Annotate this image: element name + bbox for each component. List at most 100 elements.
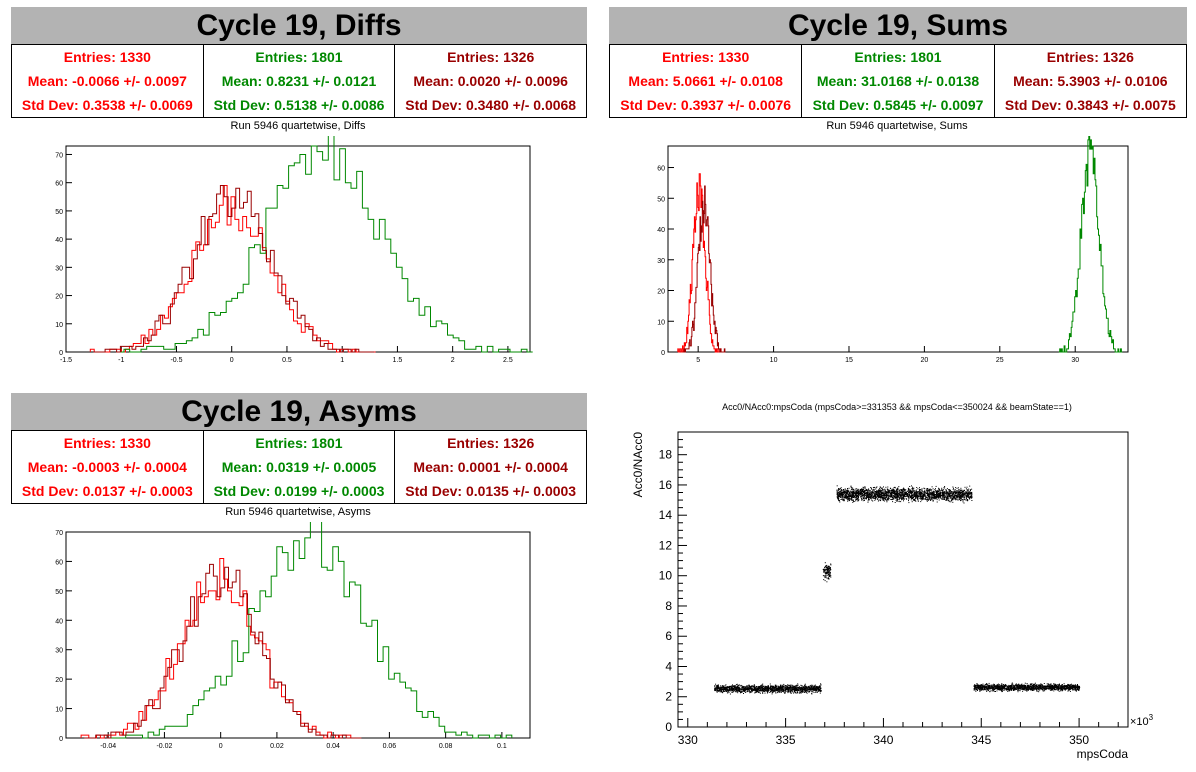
scatter-point — [825, 575, 827, 577]
y-tick-label: 6 — [665, 629, 672, 643]
scatter-point — [776, 688, 778, 690]
scatter-point — [938, 496, 939, 498]
scatter-point — [969, 492, 971, 494]
scatter-point — [924, 498, 926, 500]
scatter-point — [871, 492, 873, 494]
scatter-point — [773, 685, 774, 687]
scatter-point — [950, 501, 952, 503]
scatter-point — [838, 495, 840, 497]
scatter-point — [816, 685, 818, 687]
scatter-point — [814, 684, 816, 686]
scatter-point — [968, 495, 970, 497]
scatter-point — [935, 497, 937, 499]
scatter-point — [738, 687, 739, 689]
scatter-point — [784, 692, 786, 694]
scatter-point — [748, 689, 750, 691]
scatter-point — [1058, 690, 1060, 692]
scatter-point — [966, 500, 968, 502]
scatter-point — [942, 495, 944, 497]
scatter-point — [772, 685, 774, 687]
scatter-point — [875, 487, 877, 489]
scatter-point — [942, 492, 944, 494]
scatter-point — [926, 489, 928, 491]
scatter-point — [895, 490, 897, 492]
stat-mean: Mean: 0.0020 +/- 0.0096 — [413, 73, 568, 89]
scatter-point — [726, 691, 728, 692]
scatter-point — [926, 499, 928, 501]
scatter-point — [726, 690, 728, 692]
histogram-series — [80, 558, 359, 739]
scatter-point — [887, 486, 889, 488]
scatter-point — [950, 497, 952, 499]
scatter-point — [872, 489, 874, 491]
scatter-point — [1067, 690, 1069, 692]
scatter-point — [746, 686, 748, 688]
scatter-point — [766, 686, 768, 688]
scatter-point — [851, 500, 853, 501]
scatter-point — [883, 499, 885, 501]
scatter-point — [916, 493, 918, 495]
scatter-point — [921, 499, 923, 501]
scatter-point — [922, 496, 924, 498]
scatter-point — [894, 498, 896, 499]
scatter-point — [897, 493, 899, 495]
scatter-point — [955, 497, 957, 499]
scatter-point — [823, 568, 825, 570]
scatter-point — [871, 489, 873, 491]
scatter-point — [755, 690, 757, 691]
scatter-point — [896, 497, 898, 499]
scatter-point — [1017, 689, 1019, 691]
scatter-point — [819, 692, 821, 694]
scatter-point — [777, 685, 779, 687]
scatter-point — [1041, 689, 1043, 691]
scatter-point — [1052, 685, 1053, 686]
scatter-point — [754, 688, 756, 690]
scatter-point — [811, 693, 813, 695]
stat-entries: Entries: 1326 — [447, 49, 535, 65]
x-tick-label: 1 — [340, 357, 344, 364]
scatter-point — [869, 496, 871, 498]
scatter-title: Acc0/NAcc0:mpsCoda (mpsCoda>=331353 && m… — [722, 402, 1072, 412]
scatter-point — [842, 492, 844, 494]
scatter-point — [862, 498, 864, 500]
scatter-point — [1000, 687, 1002, 689]
scatter-point — [918, 491, 920, 493]
scatter-point — [986, 690, 988, 692]
y-tick-label: 50 — [55, 589, 63, 596]
scatter-point — [721, 691, 722, 692]
scatter-point — [905, 495, 907, 497]
scatter-point — [928, 494, 930, 496]
scatter-point — [911, 496, 913, 498]
scatter-point — [851, 497, 852, 499]
scatter-point — [993, 683, 995, 685]
scatter-point — [903, 494, 904, 496]
scatter-point — [955, 490, 957, 492]
scatter-point — [839, 490, 841, 492]
scatter-point — [873, 494, 875, 496]
scatter-point — [793, 687, 795, 689]
scatter-point — [898, 498, 900, 500]
scatter-point — [792, 691, 794, 693]
scatter-point — [1042, 685, 1044, 687]
scatter-point — [740, 691, 742, 693]
scatter-point — [883, 486, 884, 488]
scatter-point — [946, 491, 948, 493]
scatter-point — [959, 497, 961, 498]
scatter-point — [789, 688, 791, 690]
scatter-point — [862, 494, 864, 496]
scatter-point — [798, 692, 800, 694]
scatter-point — [827, 569, 828, 571]
y-tick-label: 60 — [55, 559, 63, 566]
scatter-point — [908, 494, 910, 496]
scatter-point — [967, 493, 969, 495]
scatter-point — [859, 488, 861, 490]
scatter-point — [730, 688, 732, 690]
scatter-point — [931, 491, 933, 493]
scatter-point — [937, 495, 939, 497]
scatter-point — [725, 688, 727, 689]
stat-entries: Entries: 1801 — [255, 435, 343, 451]
scatter-point — [800, 690, 802, 692]
scatter-point — [938, 499, 940, 501]
scatter-point — [934, 494, 936, 496]
scatter-point — [949, 491, 951, 493]
